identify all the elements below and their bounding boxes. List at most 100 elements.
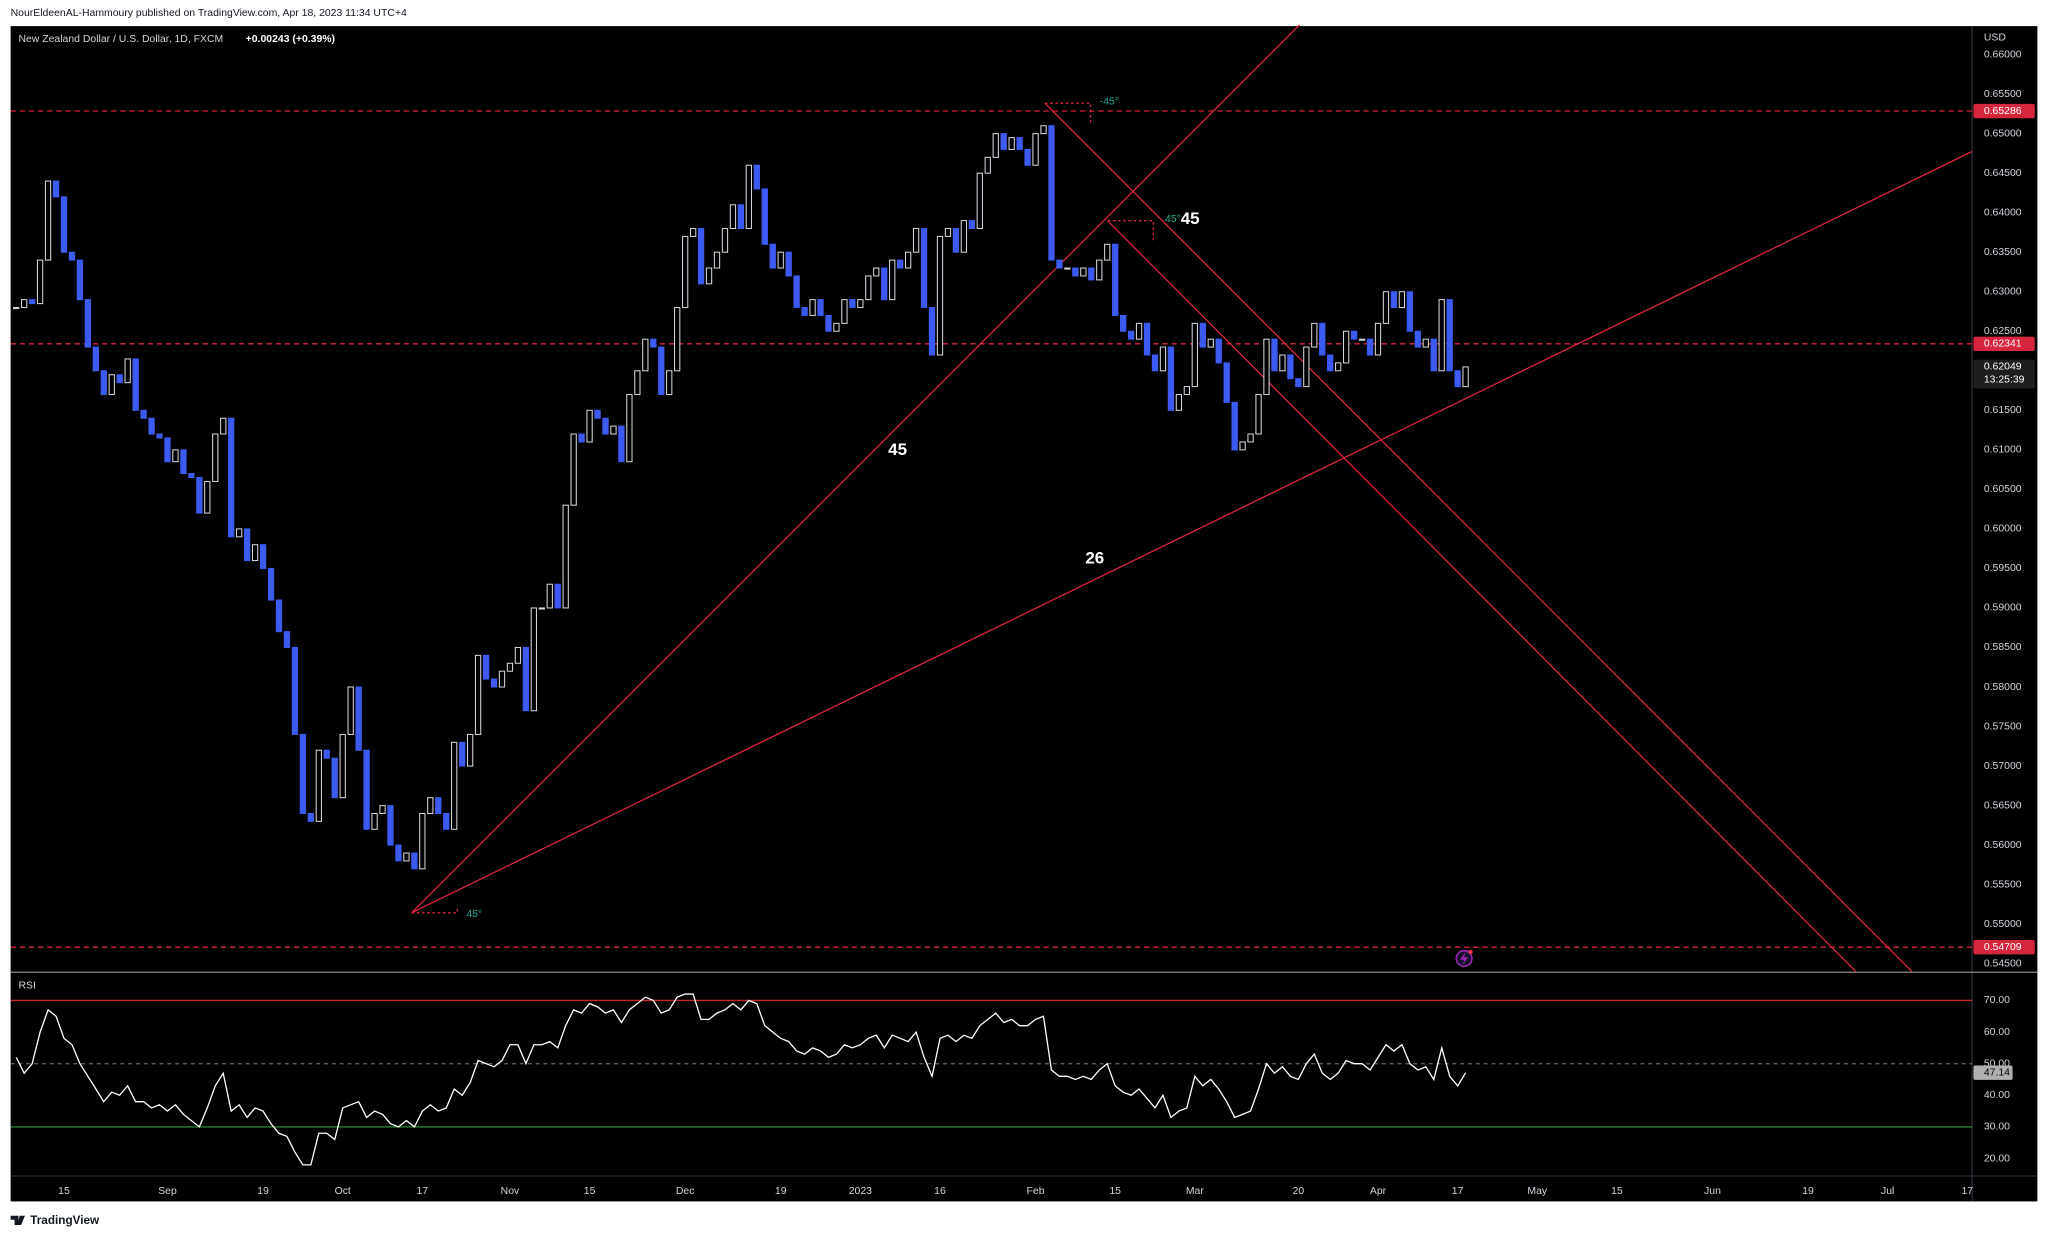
y-tick-label: 0.65000 (1984, 128, 2022, 139)
candle (1430, 338, 1437, 372)
candle (132, 358, 139, 411)
candle (522, 646, 530, 712)
x-tick-label: Apr (1370, 1186, 1387, 1197)
candle (912, 227, 920, 253)
candle (291, 646, 299, 735)
candle (514, 646, 522, 664)
candle (1072, 267, 1079, 277)
candle (1088, 267, 1095, 281)
candle (259, 544, 267, 569)
candle (753, 164, 760, 190)
candle (968, 220, 975, 230)
candle (1374, 322, 1382, 356)
candle (1358, 338, 1366, 341)
candle (1231, 401, 1238, 451)
y-tick-label: 40.00 (1984, 1090, 2010, 1101)
candle (267, 567, 275, 601)
candle (371, 812, 378, 830)
y-tick-label: 0.65500 (1984, 89, 2022, 100)
y-tick-label: 0.58500 (1984, 642, 2022, 653)
trend-line (1107, 220, 1857, 973)
candle (506, 662, 514, 672)
candle (92, 346, 99, 372)
candle (992, 133, 999, 158)
candle (658, 346, 665, 396)
candle (387, 805, 394, 846)
y-tick-label: 0.56000 (1984, 840, 2022, 851)
candle (251, 544, 259, 562)
candle (21, 299, 28, 309)
candle (984, 156, 991, 174)
rsi-value-box (1973, 1065, 2013, 1080)
brand-logo[interactable]: TradingView (10, 1214, 100, 1227)
y-tick-label: 0.61000 (1984, 445, 2022, 456)
candle (220, 417, 227, 435)
candle (466, 733, 474, 767)
candle (395, 844, 402, 862)
candle (562, 504, 569, 609)
candle (1207, 338, 1214, 348)
candle (1255, 393, 1262, 435)
candle (482, 654, 490, 680)
candle (769, 243, 776, 269)
y-tick-label: 0.59500 (1984, 563, 2022, 574)
y-tick-label: 0.63500 (1984, 247, 2022, 258)
candle (1438, 299, 1445, 372)
x-tick-label: 15 (1611, 1186, 1623, 1197)
x-tick-label: May (1527, 1186, 1547, 1197)
candle (60, 196, 68, 253)
candle (674, 307, 681, 372)
candle (1151, 354, 1159, 372)
candle (1247, 433, 1254, 443)
price-label-box (1973, 939, 2035, 955)
candle (498, 670, 506, 688)
candle (1295, 378, 1302, 388)
annotation: 45 (1181, 209, 1200, 228)
candle (76, 259, 84, 301)
candle (148, 417, 155, 435)
x-tick-label: 16 (934, 1186, 946, 1197)
y-tick-label: 0.57500 (1984, 721, 2022, 732)
byline: NourEldeenAL-Hammoury published on Tradi… (11, 8, 407, 19)
candle (1342, 330, 1350, 364)
candle (897, 259, 904, 269)
y-tick-label: 0.66000 (1984, 49, 2022, 60)
price-label-box (1973, 336, 2035, 352)
x-tick-label: 20 (1293, 1186, 1305, 1197)
candle (1287, 354, 1294, 380)
candle (1414, 330, 1421, 348)
x-tick-label: Dec (676, 1186, 695, 1197)
x-tick-label: 19 (1802, 1186, 1814, 1197)
candle (777, 251, 784, 269)
candle (28, 299, 36, 305)
event-icon[interactable] (1455, 949, 1473, 968)
candle (1311, 322, 1318, 348)
trend-line (1044, 102, 1913, 973)
candle (538, 607, 545, 610)
candle (44, 180, 52, 261)
candle (1199, 322, 1206, 348)
y-tick-label: 0.62500 (1984, 326, 2022, 337)
price-label: 0.62341 (1984, 339, 2022, 350)
candle (761, 188, 768, 245)
x-tick-label: Sep (158, 1186, 177, 1197)
candle (323, 749, 330, 759)
candle (1135, 322, 1143, 340)
y-tick-label: 0.54500 (1984, 958, 2022, 969)
candle (1096, 259, 1103, 281)
candle (1327, 354, 1334, 372)
logo-mark[interactable] (10, 1215, 25, 1225)
candle (817, 299, 824, 316)
candle (586, 409, 593, 443)
candle (1462, 366, 1469, 388)
candle (1335, 362, 1342, 372)
candle (315, 749, 322, 822)
candle (610, 425, 617, 435)
candle (578, 433, 585, 443)
countdown: 13:25:39 (1984, 375, 2025, 386)
candle (1024, 148, 1031, 166)
brand-name[interactable]: TradingView (30, 1214, 100, 1227)
candle (1454, 370, 1461, 388)
x-tick-label: 17 (1961, 1186, 1973, 1197)
